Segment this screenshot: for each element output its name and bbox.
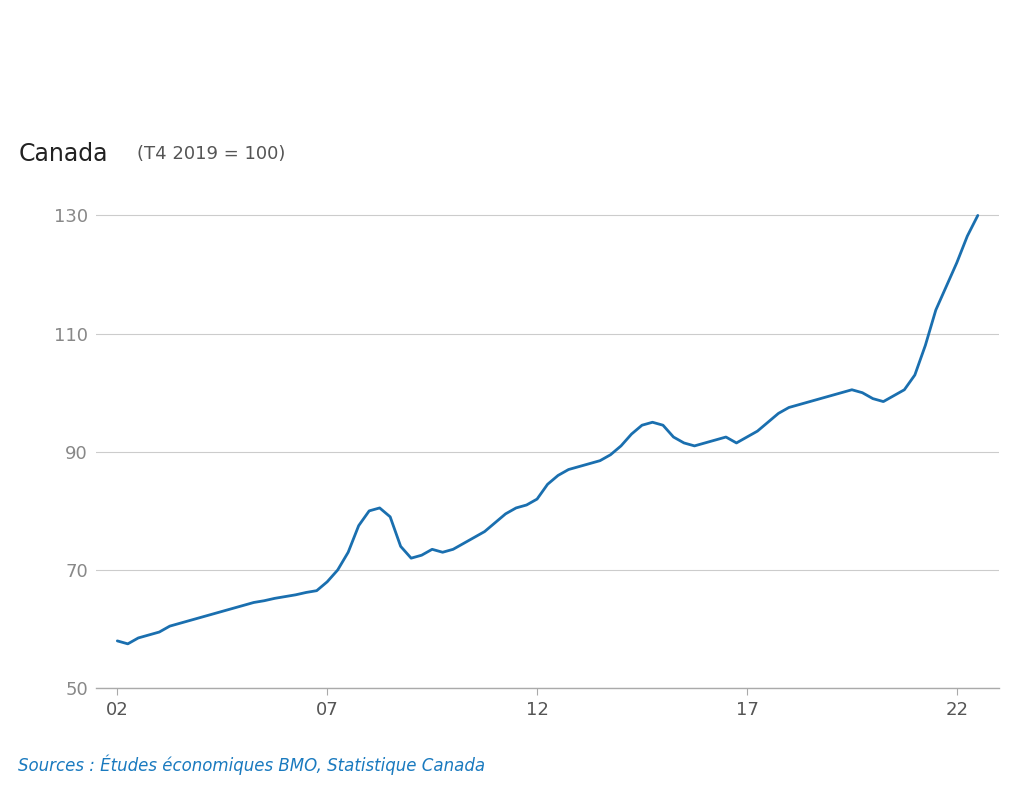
Text: Indice des prix des intrants agricoles: Indice des prix des intrants agricoles (18, 58, 803, 93)
Text: (T4 2019 = 100): (T4 2019 = 100) (137, 146, 285, 163)
Text: Sources : Études économiques BMO, Statistique Canada: Sources : Études économiques BMO, Statis… (18, 755, 486, 775)
Text: Graphique 1: Graphique 1 (18, 10, 139, 29)
Text: Canada: Canada (18, 142, 107, 166)
